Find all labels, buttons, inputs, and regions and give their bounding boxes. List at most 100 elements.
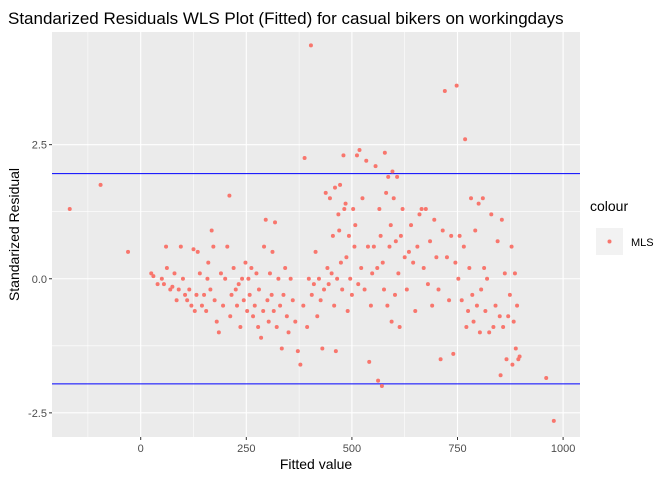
data-point [345,308,350,313]
data-point [510,362,515,367]
data-point [497,314,502,319]
data-point [491,325,496,330]
data-point [194,292,199,297]
data-point [205,276,210,281]
data-point [251,314,256,319]
data-point [197,271,202,276]
data-point [449,233,454,238]
data-point [283,266,288,271]
data-point [356,282,361,287]
data-point [482,266,487,271]
data-point [483,308,488,313]
data-point [357,148,362,153]
data-point [398,233,403,238]
data-point [513,346,518,351]
data-point [436,287,441,292]
data-point [149,271,154,276]
data-point [221,303,226,308]
data-point [400,207,405,212]
data-point [340,287,345,292]
data-point [174,298,179,303]
data-point [517,354,522,359]
data-point [377,207,382,212]
data-point [370,271,375,276]
data-point [168,287,173,292]
data-point [469,196,474,201]
data-point [493,303,498,308]
data-point [502,271,507,276]
data-point [240,276,245,281]
data-point [159,276,164,281]
data-point [269,292,274,297]
data-point [470,292,475,297]
data-point [501,325,506,330]
data-point [434,255,439,260]
data-point [238,325,243,330]
data-point [311,282,316,287]
data-point [267,271,272,276]
data-point [286,330,291,335]
data-point [227,193,232,198]
data-point [402,255,407,260]
data-point [406,249,411,254]
data-point [397,325,402,330]
data-point [276,276,281,281]
data-point [192,308,197,313]
legend-title: colour [590,198,628,214]
data-point [247,292,252,297]
data-point [393,239,398,244]
data-point [421,266,426,271]
data-point [308,43,313,48]
data-point [367,359,372,364]
data-point [480,196,485,201]
y-axis-title: Standarized Residual [6,168,22,301]
data-point [263,217,268,222]
data-point [382,150,387,155]
data-point [352,244,357,249]
data-point [259,335,264,340]
data-point [338,260,343,265]
data-point [305,325,310,330]
data-point [208,287,213,292]
data-point [474,303,479,308]
data-point [423,207,428,212]
data-point [218,271,223,276]
data-point [246,276,251,281]
data-point [454,83,459,88]
data-point [368,303,373,308]
data-point [428,239,433,244]
data-point [288,276,293,281]
data-point [351,207,356,212]
data-point [467,266,472,271]
x-tick-label: 0 [138,443,144,455]
data-point [293,319,298,324]
data-point [349,292,354,297]
data-point [362,287,367,292]
data-point [440,228,445,233]
data-point [413,308,418,313]
data-point [499,217,504,222]
data-point [211,244,216,249]
data-point [495,239,500,244]
legend: colour MLS [590,198,654,255]
data-point [376,378,381,383]
data-point [456,276,461,281]
data-point [341,153,346,158]
data-point [411,260,416,265]
data-point [511,319,516,324]
data-point [388,223,393,228]
data-point [464,325,469,330]
data-point [438,357,443,362]
data-point [252,303,257,308]
data-point [396,271,401,276]
data-point [161,282,166,287]
data-point [333,349,338,354]
data-point [229,292,234,297]
data-point [228,314,233,319]
data-point [273,220,278,225]
data-point [325,266,330,271]
x-tick-label: 500 [343,443,361,455]
data-point [170,284,175,289]
data-point [189,303,194,308]
